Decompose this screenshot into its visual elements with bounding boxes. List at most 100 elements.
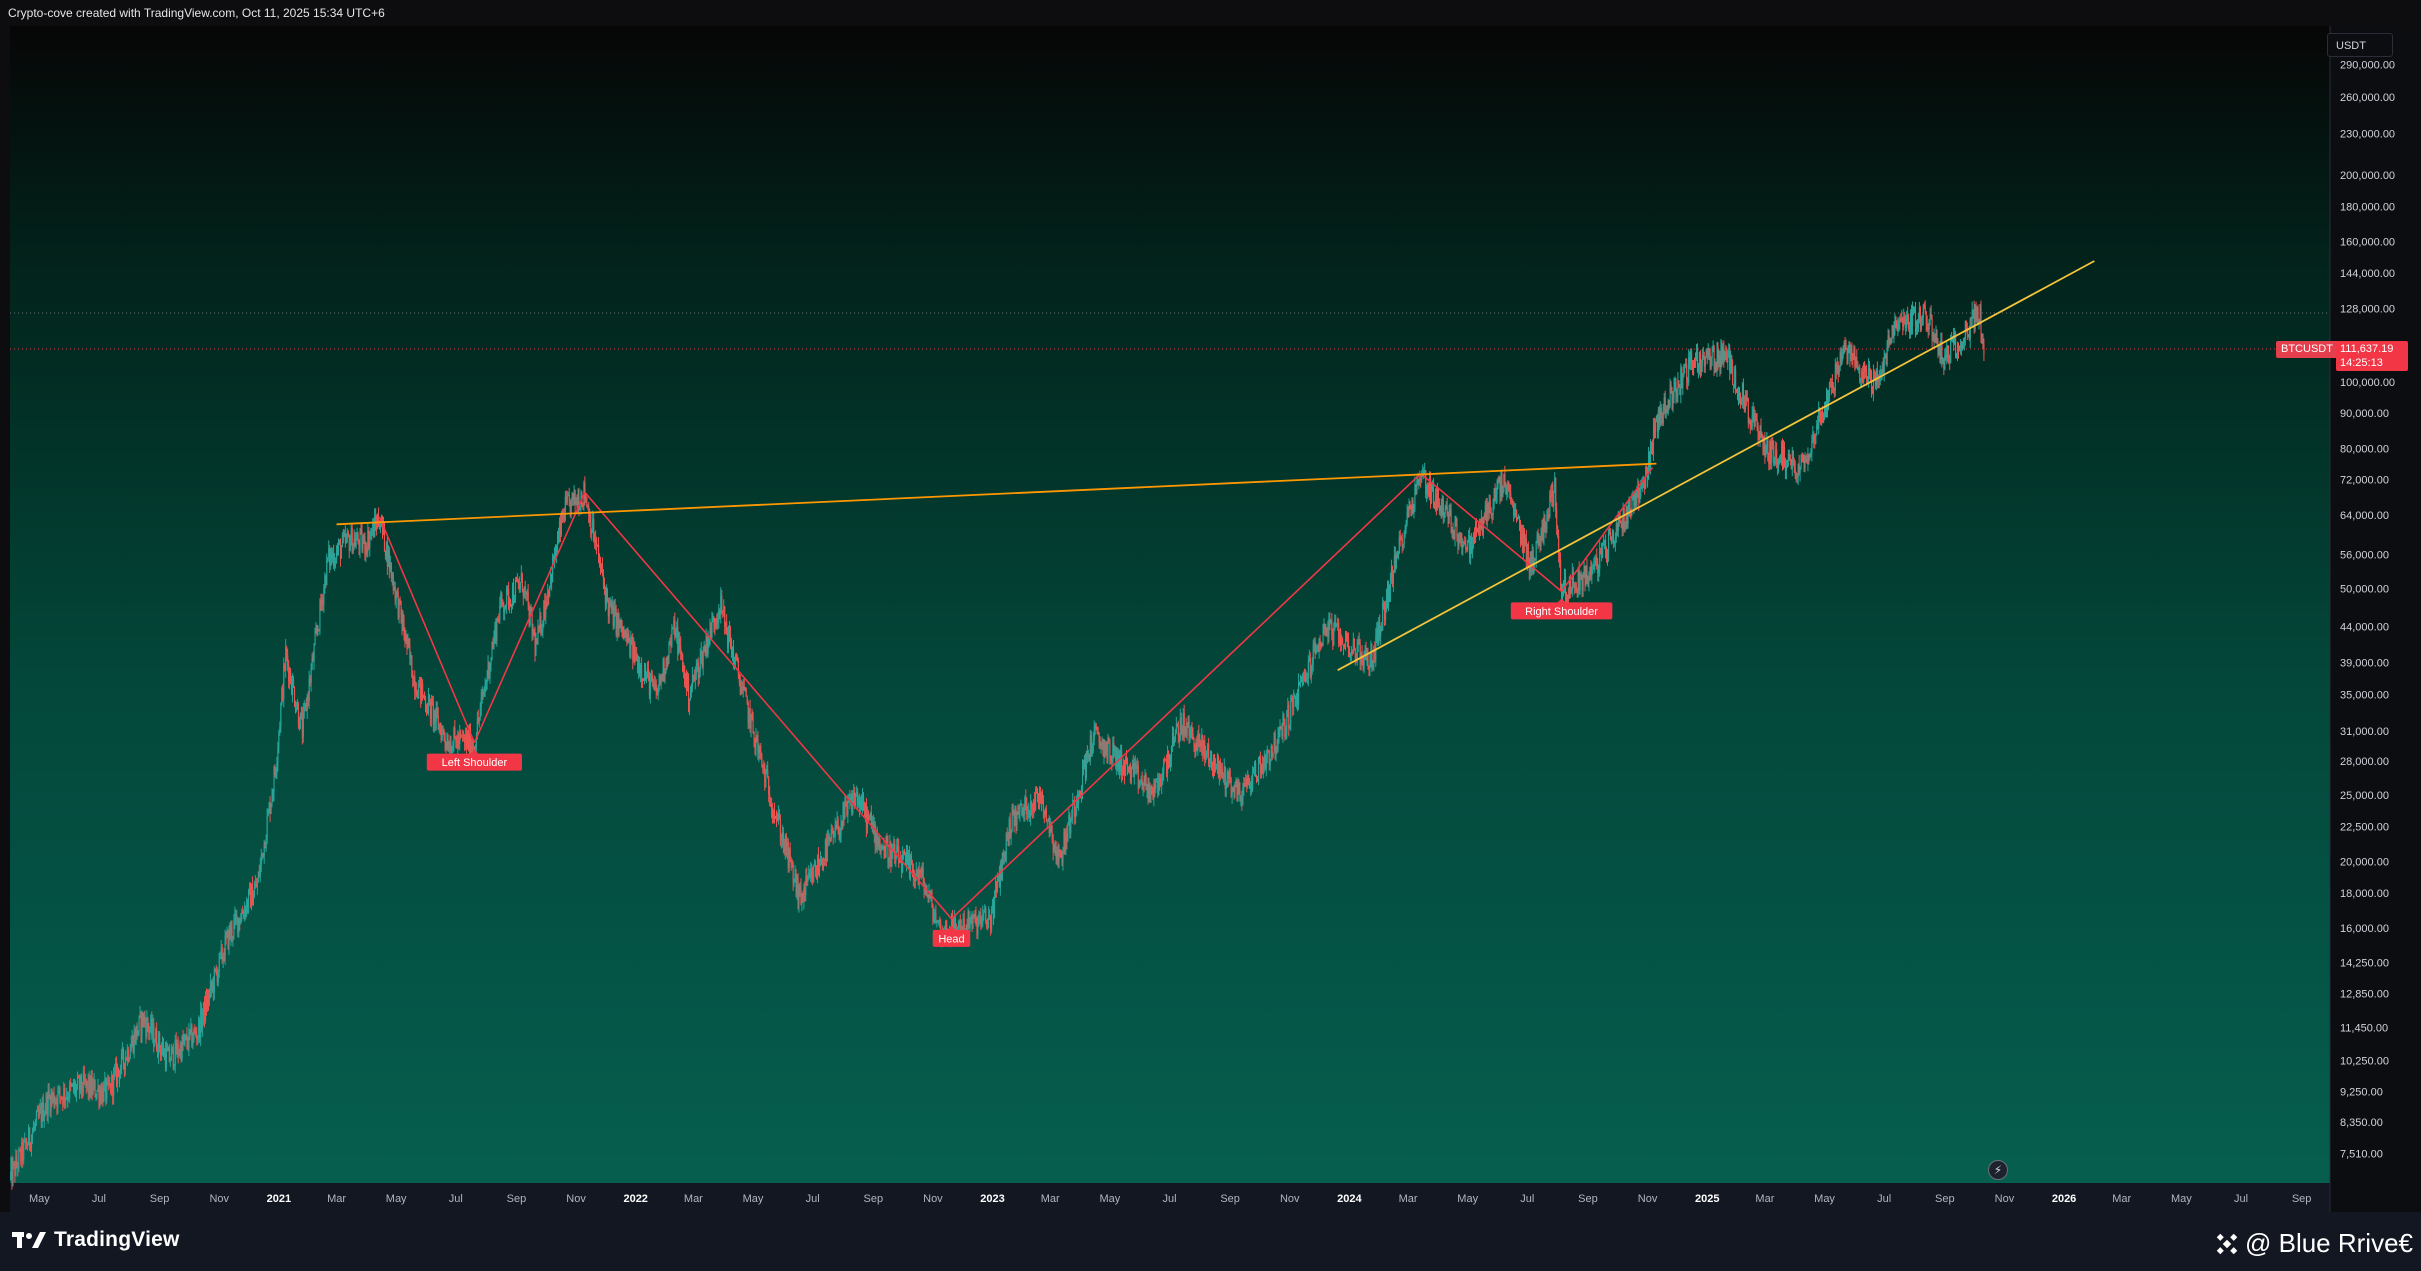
candle-body — [1942, 359, 1944, 363]
candle-body — [1735, 369, 1737, 391]
time-axis-label: Jul — [92, 1193, 106, 1205]
pattern-line[interactable] — [378, 516, 476, 743]
candle-body — [1501, 474, 1503, 497]
candle-body — [1917, 319, 1920, 328]
candle-body — [762, 764, 764, 766]
candle-body — [1472, 541, 1474, 551]
candle-body — [1042, 799, 1044, 812]
candle-body — [732, 648, 735, 665]
candle-body — [1358, 638, 1360, 644]
price-axis-label: 128,000.00 — [2340, 303, 2395, 315]
candle-body — [648, 672, 650, 696]
pattern-line[interactable] — [1560, 467, 1654, 592]
candle-body — [110, 1083, 112, 1094]
candle-body — [1424, 470, 1426, 473]
pattern-line[interactable] — [1420, 472, 1563, 593]
candle-body — [1500, 474, 1502, 497]
candle-body — [197, 1036, 199, 1040]
tradingview-logo[interactable]: TradingView — [12, 1228, 180, 1252]
candle-body — [378, 516, 380, 525]
chart-frame[interactable]: Left Shoulder Head Right Shoulder 290,000.… — [10, 26, 2410, 1212]
pattern-label[interactable]: Left Shoulder — [426, 749, 522, 771]
candle-body — [1288, 705, 1290, 729]
candle-body — [789, 848, 791, 862]
candle-body — [1105, 742, 1107, 753]
candle-body — [1494, 488, 1496, 500]
candle-body — [1159, 777, 1161, 783]
candle-body — [1646, 467, 1648, 472]
candle-body — [242, 912, 244, 914]
candle-body — [150, 1018, 152, 1031]
candle-body — [963, 918, 965, 935]
candle-body — [1212, 762, 1214, 774]
candle-body — [140, 1013, 142, 1035]
candle-body — [1016, 812, 1018, 826]
candle-body — [535, 641, 537, 653]
candle-body — [722, 611, 724, 613]
candle-body — [1387, 589, 1389, 608]
pattern-line[interactable] — [473, 492, 586, 743]
candle-body — [999, 864, 1001, 888]
candle-body — [1102, 738, 1104, 756]
candle-body — [588, 506, 590, 523]
price-chart[interactable]: Left Shoulder Head Right Shoulder 290,000.… — [10, 26, 2410, 1212]
candle-body — [1921, 317, 1923, 323]
candle-body — [386, 542, 388, 567]
candle-body — [785, 835, 787, 856]
candle-body — [798, 888, 800, 905]
candle-body — [1916, 322, 1919, 328]
candle-body — [104, 1078, 106, 1085]
candle-body — [1914, 309, 1917, 331]
pattern-line[interactable] — [950, 473, 1422, 920]
candle-body — [1068, 815, 1070, 824]
candle-body — [1462, 545, 1464, 549]
candle-body — [1663, 397, 1665, 407]
candle-body — [598, 544, 600, 559]
pattern-label[interactable]: Right Shoulder — [1510, 598, 1613, 620]
footer-bar: TradingView @ Blue Rrive€ — [0, 1212, 2421, 1271]
candle-body — [447, 741, 449, 751]
candle-body — [705, 636, 707, 654]
candle-body — [1635, 493, 1637, 506]
candle-body — [158, 1032, 160, 1056]
candle-body — [1166, 759, 1168, 774]
time-axis-labels[interactable]: May Jul Sep Nov 2021 Mar May Jul Sep Nov 2022 Mar Ma… — [29, 1193, 2311, 1205]
candle-body — [1965, 320, 1967, 331]
candle-body — [73, 1083, 75, 1091]
candle-body — [400, 601, 402, 616]
candle-body — [1220, 768, 1222, 776]
candle-body — [1226, 772, 1228, 787]
currency-selector[interactable]: USDT — [2327, 33, 2393, 57]
candle-body — [78, 1077, 81, 1091]
candle-body — [1763, 436, 1765, 452]
candle-body — [818, 855, 820, 871]
candle-body — [56, 1099, 58, 1107]
pattern-labels[interactable]: Left Shoulder Head Right Shoulder — [426, 598, 1613, 947]
candle-body — [1155, 781, 1157, 789]
candle-body — [1440, 506, 1442, 515]
candle-body — [1344, 631, 1347, 648]
lightning-icon[interactable]: ⚡ — [1988, 1160, 2008, 1180]
pattern-drawings[interactable] — [336, 260, 2095, 920]
candle-body — [996, 874, 999, 891]
candle-body — [287, 655, 289, 666]
candle-body — [1290, 697, 1292, 725]
candle-body — [1537, 534, 1539, 546]
candle-body — [1959, 345, 1962, 347]
candle-body — [193, 1029, 195, 1041]
candle-body — [1776, 449, 1778, 463]
candle-body — [1812, 434, 1814, 442]
price-axis-labels[interactable]: 290,000.00260,000.00230,000.00200,000.00… — [2340, 60, 2395, 1161]
pattern-line[interactable] — [584, 491, 953, 920]
neckline[interactable] — [336, 462, 1657, 526]
candle-body — [356, 533, 358, 540]
price-scale-background[interactable] — [2330, 26, 2410, 1212]
support-trendline[interactable] — [1337, 260, 2095, 671]
candle-body — [975, 915, 977, 922]
candle-body — [823, 859, 825, 861]
time-scale-background[interactable] — [10, 1183, 2330, 1212]
candle-body — [1379, 622, 1381, 637]
candle-body — [1632, 495, 1634, 497]
pattern-label[interactable]: Head — [932, 925, 971, 947]
candle-body — [1515, 509, 1517, 511]
